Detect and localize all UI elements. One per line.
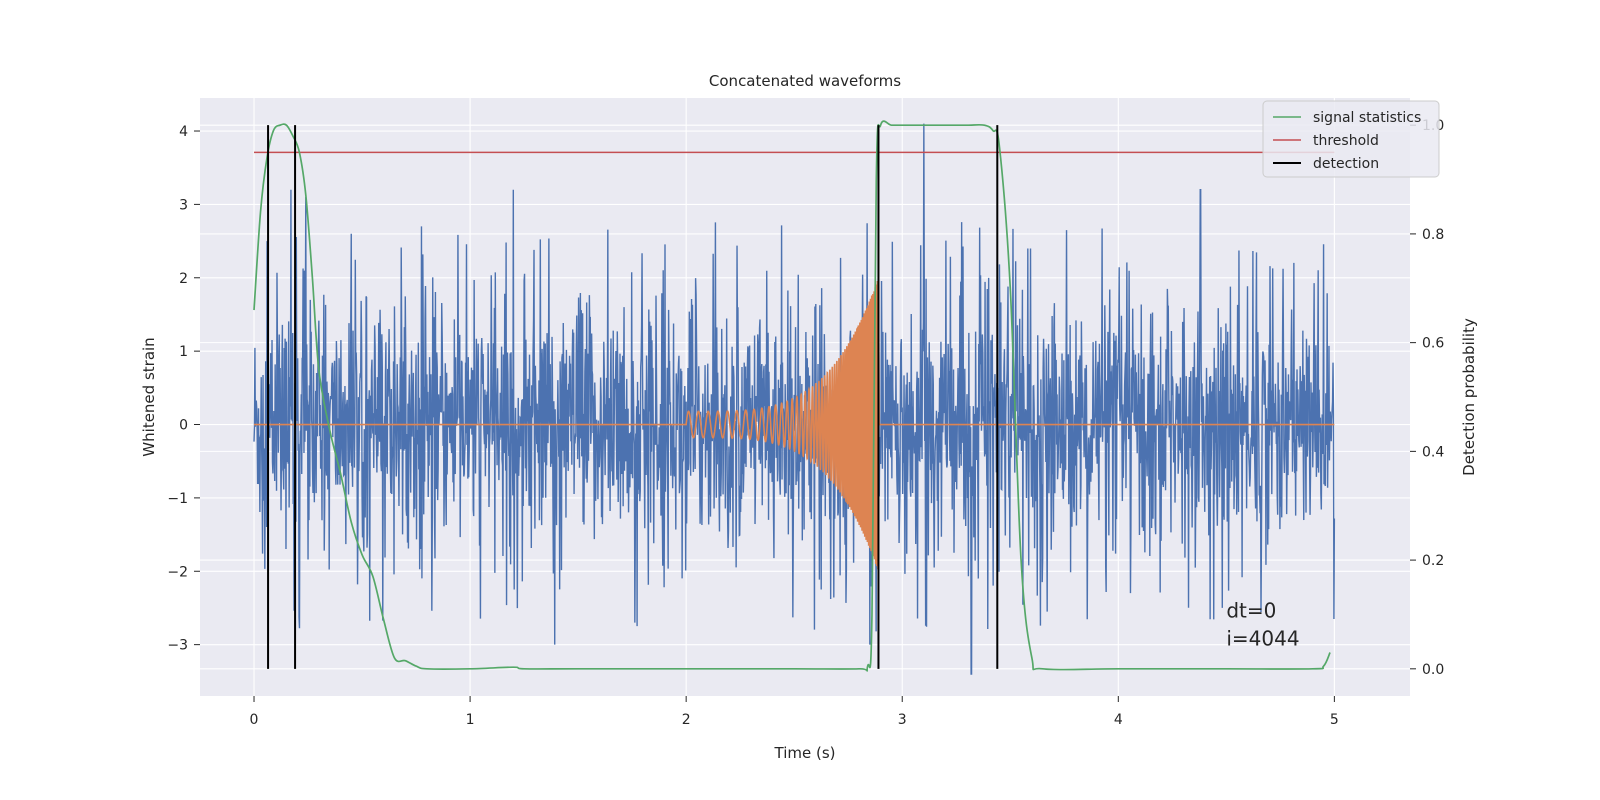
- y-tick-label: 4: [179, 124, 188, 140]
- x-tick-label: 3: [898, 712, 907, 728]
- x-tick-label: 0: [250, 712, 259, 728]
- legend-label: signal statistics: [1313, 110, 1421, 126]
- strain-noise-line: [253, 123, 1336, 675]
- legend-box: [1262, 100, 1440, 178]
- legend-label: detection: [1313, 156, 1379, 172]
- template-chirp-line: [254, 280, 1335, 570]
- y-tick-label: −3: [167, 638, 188, 654]
- x-axis-label: Time (s): [774, 744, 836, 762]
- chart-title: Concatenated waveforms: [709, 72, 901, 90]
- x-tick-label: 1: [466, 712, 475, 728]
- y-tick-label: −2: [167, 564, 188, 580]
- y2-tick-label: 0.0: [1422, 662, 1444, 678]
- annotation-i: i=4044: [1226, 626, 1299, 650]
- plot-area: [253, 120, 1336, 675]
- annotation-dt: dt=0: [1226, 598, 1276, 622]
- y2-tick-label: 0.8: [1422, 227, 1444, 243]
- x-tick-label: 2: [682, 712, 691, 728]
- y2-tick-label: 0.6: [1422, 336, 1444, 352]
- y-tick-label: 0: [179, 418, 188, 434]
- y-tick-label: −1: [167, 491, 188, 507]
- x-tick-label: 5: [1330, 712, 1339, 728]
- signal-statistics-line: [253, 120, 1331, 672]
- y-tick-label: 2: [179, 271, 188, 287]
- y-tick-label: 3: [179, 197, 188, 213]
- x-tick-label: 4: [1114, 712, 1123, 728]
- y2-tick-label: 0.4: [1422, 444, 1444, 460]
- y-axis-label: Whitened strain: [140, 337, 158, 456]
- legend-label: threshold: [1313, 133, 1379, 149]
- y2-tick-label: 0.2: [1422, 553, 1444, 569]
- annotations: dt=0 i=4044: [1226, 598, 1299, 650]
- y-tick-label: 1: [179, 344, 188, 360]
- y2-axis-label: Detection probability: [1460, 318, 1478, 476]
- legend: signal statistics threshold detection: [1262, 100, 1440, 178]
